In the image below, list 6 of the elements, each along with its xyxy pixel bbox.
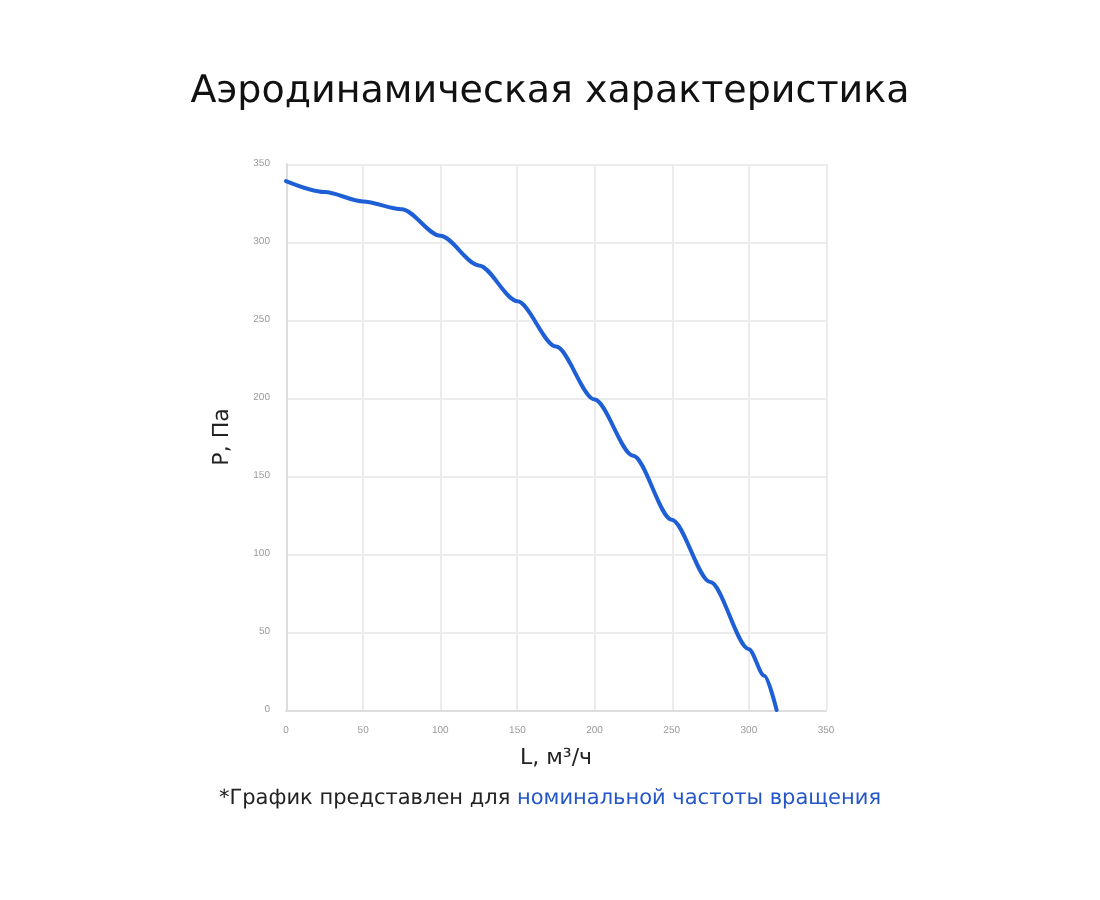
- chart-title: Аэродинамическая характеристика: [188, 68, 912, 112]
- line-series: [284, 179, 779, 712]
- x-axis-title: L, м³/ч: [519, 744, 593, 770]
- text: номинальной частоты вращения: [516, 786, 882, 810]
- y-axis-title: P, Па: [207, 408, 234, 466]
- text: *График представлен для: [218, 786, 513, 810]
